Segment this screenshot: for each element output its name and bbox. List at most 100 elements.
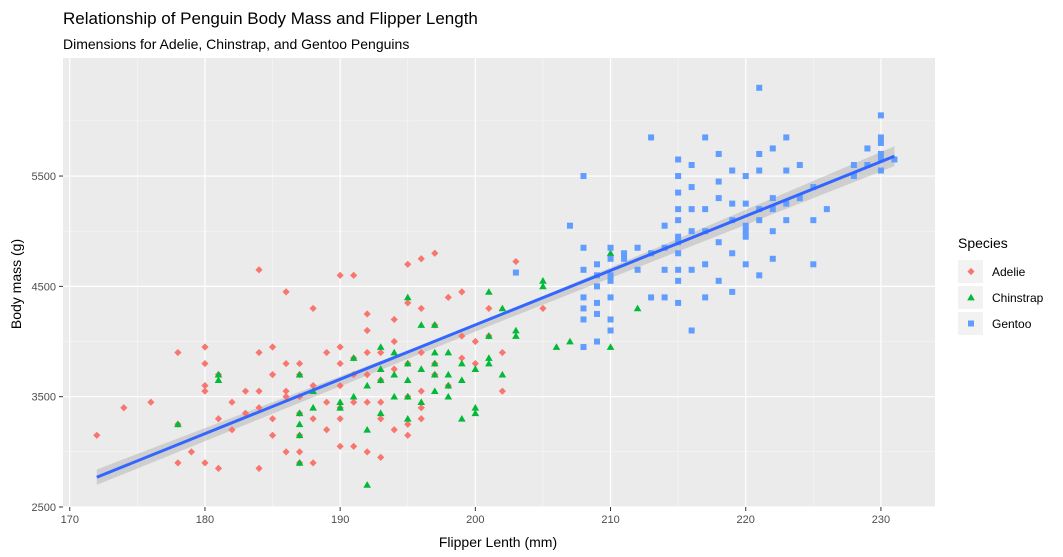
- data-point-adelie: [377, 348, 385, 357]
- data-point-adelie: [404, 431, 412, 439]
- data-point-chinstrap: [430, 359, 439, 367]
- data-point-gentoo: [688, 327, 695, 334]
- x-axis-title: Flipper Lenth (mm): [439, 534, 557, 550]
- data-point-adelie: [390, 337, 398, 346]
- trend-line: [96, 154, 896, 479]
- data-point-gentoo: [580, 266, 587, 273]
- data-point-chinstrap: [512, 332, 520, 339]
- data-point-gentoo: [675, 299, 682, 306]
- data-point-gentoo: [742, 233, 749, 240]
- data-point-adelie: [93, 431, 101, 439]
- data-point-gentoo: [877, 167, 884, 174]
- data-point-adelie: [255, 266, 263, 274]
- data-point-chinstrap: [485, 359, 493, 367]
- data-point-gentoo: [675, 217, 682, 224]
- y-tick-label: 3500: [32, 392, 56, 404]
- series-chinstrap: [174, 249, 642, 488]
- data-point-adelie: [363, 371, 371, 379]
- data-point-adelie: [309, 459, 317, 467]
- data-point-gentoo: [702, 134, 709, 141]
- data-point-gentoo: [675, 266, 682, 273]
- data-point-gentoo: [864, 145, 871, 152]
- data-point-adelie: [336, 359, 344, 368]
- data-point-gentoo: [580, 305, 587, 312]
- data-point-gentoo: [661, 294, 668, 301]
- data-point-adelie: [498, 387, 506, 395]
- trend-line-group: [96, 154, 896, 479]
- data-point-gentoo: [742, 261, 749, 268]
- data-point-adelie: [201, 343, 209, 351]
- data-point-chinstrap: [485, 332, 493, 339]
- data-point-gentoo: [810, 217, 817, 224]
- data-point-chinstrap: [498, 304, 507, 312]
- legend-item-chinstrap: Chinstrap: [958, 286, 1044, 309]
- legend-marker-adelie: [967, 267, 975, 276]
- data-point-chinstrap: [403, 414, 412, 422]
- x-tick-label: 230: [872, 514, 890, 526]
- data-point-chinstrap: [566, 337, 574, 345]
- data-point-gentoo: [594, 261, 601, 268]
- data-point-gentoo: [675, 206, 682, 213]
- data-point-gentoo: [756, 167, 763, 174]
- data-point-chinstrap: [430, 348, 439, 356]
- data-point-adelie: [323, 348, 331, 357]
- data-point-chinstrap: [633, 304, 642, 312]
- data-point-chinstrap: [309, 403, 317, 411]
- data-point-gentoo: [729, 288, 736, 295]
- data-point-adelie: [417, 255, 425, 263]
- data-point-chinstrap: [295, 409, 304, 417]
- data-point-chinstrap: [403, 359, 412, 367]
- data-point-adelie: [336, 382, 344, 390]
- data-point-adelie: [512, 257, 520, 266]
- legend-marker-gentoo: [968, 320, 974, 327]
- data-point-gentoo: [607, 272, 614, 279]
- data-point-adelie: [539, 304, 547, 313]
- data-point-adelie: [377, 453, 385, 461]
- data-point-gentoo: [810, 261, 817, 268]
- data-point-gentoo: [742, 222, 749, 229]
- data-point-gentoo: [512, 269, 519, 276]
- data-point-chinstrap: [390, 348, 399, 356]
- data-point-adelie: [390, 426, 398, 434]
- data-point-gentoo: [702, 261, 709, 268]
- data-point-adelie: [201, 359, 209, 368]
- data-point-gentoo: [594, 299, 601, 306]
- data-point-gentoo: [688, 206, 695, 213]
- data-point-gentoo: [891, 156, 898, 163]
- data-point-chinstrap: [444, 392, 453, 400]
- data-point-adelie: [255, 464, 263, 472]
- data-point-chinstrap: [485, 354, 493, 361]
- data-point-adelie: [282, 288, 290, 296]
- data-point-adelie: [268, 371, 277, 379]
- data-point-adelie: [377, 398, 385, 406]
- data-point-gentoo: [783, 134, 790, 141]
- data-point-chinstrap: [336, 398, 344, 406]
- data-point-chinstrap: [471, 409, 480, 417]
- confidence-band: [96, 146, 895, 485]
- data-point-adelie: [458, 288, 466, 296]
- data-point-adelie: [363, 448, 371, 456]
- data-point-chinstrap: [417, 365, 426, 372]
- data-point-chinstrap: [376, 343, 385, 350]
- data-point-adelie: [363, 310, 371, 318]
- data-point-chinstrap: [458, 376, 466, 383]
- data-point-gentoo: [566, 222, 573, 229]
- data-point-gentoo: [769, 206, 776, 213]
- data-point-gentoo: [675, 173, 682, 180]
- data-point-gentoo: [769, 195, 776, 202]
- data-point-gentoo: [675, 189, 682, 196]
- data-point-adelie: [268, 431, 277, 439]
- data-point-gentoo: [756, 84, 763, 91]
- data-point-adelie: [228, 426, 236, 434]
- y-tick-label: 5500: [32, 171, 56, 183]
- data-point-adelie: [350, 271, 358, 279]
- data-point-gentoo: [688, 228, 695, 235]
- data-point-adelie: [268, 343, 277, 351]
- data-point-gentoo: [756, 150, 763, 157]
- data-point-gentoo: [783, 200, 790, 207]
- data-point-gentoo: [729, 250, 736, 257]
- y-tick-label: 2500: [32, 502, 56, 514]
- data-point-gentoo: [580, 294, 587, 301]
- data-point-gentoo: [594, 338, 601, 345]
- data-point-chinstrap: [606, 249, 615, 257]
